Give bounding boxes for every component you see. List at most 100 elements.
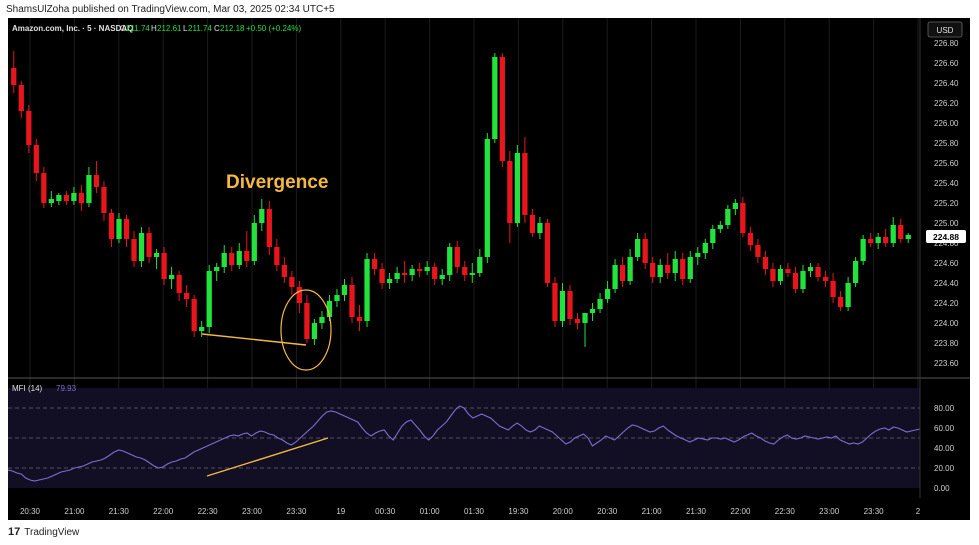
candle-body [48, 199, 54, 203]
candle-body [770, 269, 776, 281]
candle [499, 53, 505, 167]
candle-body [341, 285, 348, 295]
candle [191, 295, 197, 337]
candle [529, 209, 536, 237]
price-tick-label: 223.80 [934, 339, 959, 348]
candle [236, 243, 242, 269]
candle [725, 205, 731, 229]
candle [454, 241, 460, 273]
candle [589, 303, 596, 321]
candle [514, 145, 521, 227]
candle [522, 137, 528, 223]
time-axis: 20:30 21:00 21:30 22:00 22:30 23:00 23:30 19 00:… [20, 507, 921, 516]
candle-body [604, 289, 611, 299]
mfi-tick-label: 0.00 [934, 484, 950, 493]
candle [762, 251, 769, 275]
candle-body [837, 297, 844, 307]
candle-body [597, 299, 603, 309]
candle [860, 235, 866, 265]
mfi-tick-label: 20.00 [934, 464, 955, 473]
candle [48, 191, 54, 207]
candle [439, 269, 445, 285]
candle [477, 249, 483, 277]
candle [78, 185, 85, 211]
candle-body [635, 239, 641, 257]
candle-body [454, 247, 460, 267]
candle-body [890, 225, 896, 243]
candle [905, 233, 911, 243]
candle-body [138, 233, 145, 261]
mfi-line [8, 405, 921, 482]
candle [687, 251, 693, 283]
candle-body [176, 275, 182, 293]
candle [883, 229, 889, 247]
candle [544, 219, 551, 287]
price-tick-label: 225.20 [934, 199, 959, 208]
time-tick-label: 21:30 [109, 507, 130, 516]
candle [432, 263, 438, 285]
candle [153, 249, 160, 269]
candle-body [161, 253, 167, 279]
low-value: 211.74 [188, 24, 212, 33]
candle [266, 201, 272, 255]
close-label: C [214, 24, 220, 33]
candle [304, 295, 310, 343]
time-tick-label: 19:30 [508, 507, 529, 516]
candle-body [702, 243, 708, 253]
candle-body [432, 267, 438, 279]
candle-body [529, 215, 536, 233]
candle [537, 217, 543, 239]
candle-body [131, 239, 137, 261]
currency-badge[interactable] [927, 21, 963, 38]
candle-body [289, 277, 295, 287]
change-value: +0.50 (+0.24%) [246, 24, 301, 33]
candle [747, 227, 754, 251]
candle [740, 197, 746, 237]
candle-body [86, 175, 92, 203]
candle [619, 257, 626, 287]
candle [755, 239, 761, 263]
candle-body [845, 283, 851, 307]
candle-body [191, 299, 197, 331]
chart-canvas[interactable]: Divergence 226.80 226.60 226.40 226.20 226.0… [8, 18, 970, 520]
candle [417, 263, 423, 277]
chart-frame[interactable]: Divergence 226.80 226.60 226.40 226.20 226.0… [8, 18, 970, 520]
price-tick-label: 226.20 [934, 99, 959, 108]
candle-body [747, 233, 754, 245]
candle-body [552, 283, 558, 321]
candle [792, 267, 799, 293]
candle-body [650, 263, 656, 277]
price-tick-label: 226.00 [934, 119, 959, 128]
candle [717, 221, 723, 233]
time-tick-label: 23:30 [286, 507, 307, 516]
candle-body [356, 317, 363, 321]
candle [18, 81, 24, 118]
candle-body [792, 273, 799, 289]
candle-body [26, 111, 32, 145]
candle-body [229, 253, 235, 265]
candle-body [168, 275, 175, 279]
candle [86, 167, 92, 207]
last-price-label: 224.88 [933, 232, 959, 242]
candle [830, 273, 836, 303]
candle-body [63, 195, 70, 201]
candle [41, 167, 47, 208]
candle [123, 215, 130, 247]
candle [868, 233, 874, 247]
time-tick-label: 20:30 [597, 507, 618, 516]
candle-body [687, 257, 693, 279]
open-label: O [120, 24, 126, 33]
candle [447, 243, 453, 281]
candle-body [326, 301, 333, 317]
candle-body [627, 257, 633, 281]
symbol-name: Amazon.com, Inc. · 5 · NASDAQ [12, 24, 133, 33]
candle [815, 263, 821, 281]
time-tick-label: 21:30 [686, 507, 707, 516]
candle [552, 277, 558, 327]
candle [11, 51, 17, 93]
candle-body [755, 245, 761, 257]
mfi-label: MFI (14) [12, 384, 43, 393]
candle [635, 233, 641, 261]
candle [822, 271, 829, 287]
candle-body [206, 271, 212, 327]
